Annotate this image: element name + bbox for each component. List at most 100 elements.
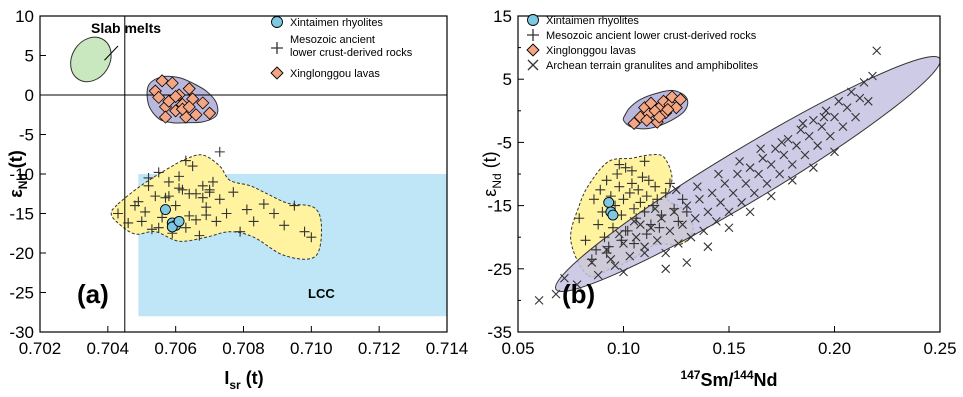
point-b-x-0 (534, 296, 544, 305)
ytick-label-a-2: 0 (25, 86, 34, 105)
chart-b: 0.05 0.10 0.15 0.20 0.25 15 5 -5 -15 -25 -35 (b) X… (480, 7, 957, 390)
point-a-plus-6 (150, 191, 161, 202)
legend-a-mesozoic-line1: Mesozoic ancient (290, 34, 375, 46)
ytick-label-a-7: -25 (9, 284, 34, 303)
point-b-x-24 (699, 226, 709, 236)
point-a-diamond-14 (158, 110, 173, 124)
point-b-plus-33 (660, 187, 671, 198)
point-b-plus-47 (639, 156, 650, 167)
point-b-x-68 (671, 185, 681, 195)
point-a-plus-42 (153, 222, 164, 233)
point-b-x-28 (716, 198, 725, 207)
point-b-x-76 (703, 242, 713, 252)
point-b-plus-48 (601, 248, 612, 258)
point-b-plus-1 (580, 235, 591, 246)
point-a-plus-37 (143, 172, 154, 183)
legend-b-lava-label: Xinglonggou lavas (546, 45, 636, 57)
point-a-plus-7 (153, 167, 164, 178)
point-b-plus-43 (641, 229, 652, 240)
point-a-plus-8 (157, 212, 168, 223)
point-a-diamond-13 (203, 106, 217, 120)
point-b-x-56 (834, 96, 844, 106)
ytick-label-a-6: -20 (9, 244, 34, 263)
point-a-plus-16 (184, 210, 195, 221)
point-b-plus-15 (618, 194, 629, 205)
point-a-plus-23 (207, 176, 218, 187)
point-b-plus-38 (681, 206, 692, 217)
point-a-plus-36 (306, 232, 317, 243)
point-b-x-5 (593, 270, 603, 280)
point-a-diamond-15 (169, 90, 183, 104)
point-b-x-83 (682, 258, 692, 267)
point-b-x-40 (766, 160, 776, 169)
point-b-x-44 (783, 134, 793, 144)
point-b-x-64 (868, 71, 877, 81)
chart-a-points (113, 74, 317, 243)
point-b-plus-23 (635, 197, 646, 208)
point-b-circle-2 (607, 209, 619, 221)
point-a-diamond-18 (182, 100, 196, 114)
xtick-label-b-1: 0.10 (607, 339, 640, 358)
chart-b-panel-label: (b) (562, 279, 595, 309)
xtick-label-a-6: 0.714 (426, 339, 469, 358)
point-b-plus-49 (620, 225, 631, 236)
chart-a-legend: Xintaimen rhyolites Mesozoic ancient low… (270, 16, 413, 80)
xtick-label-b-4: 0.25 (923, 339, 956, 358)
point-b-plus-42 (629, 238, 640, 249)
point-b-x-38 (758, 153, 768, 163)
legend-b-archean-marker (527, 59, 539, 71)
point-b-plus-34 (664, 178, 675, 189)
point-b-plus-4 (593, 219, 604, 230)
xtick-label-b-3: 0.20 (818, 339, 851, 358)
point-a-plus-24 (211, 216, 222, 227)
legend-b-rhyolite-label: Xintaimen rhyolites (546, 15, 639, 27)
point-b-plus-35 (669, 203, 680, 214)
point-a-plus-41 (214, 146, 225, 157)
chart-b-fields (555, 55, 940, 293)
point-a-plus-15 (180, 222, 191, 233)
point-b-plus-27 (643, 175, 654, 186)
point-b-x-59 (846, 87, 856, 97)
slab-melts-annotation: Slab melts (91, 20, 161, 36)
point-a-plus-17 (187, 161, 198, 172)
xtick-label-a-5: 0.712 (358, 339, 401, 358)
point-b-x-70 (714, 169, 723, 179)
point-b-plus-19 (626, 178, 637, 189)
ytick-label-a-4: -10 (9, 165, 34, 184)
point-b-plus-45 (614, 159, 625, 170)
point-b-x-87 (606, 254, 616, 264)
chart-a: 0.702 0.704 0.706 0.708 0.710 0.712 0.714 10 5 0 -… (6, 7, 468, 392)
point-b-plus-13 (614, 181, 625, 192)
point-a-plus-13 (174, 171, 185, 182)
point-b-plus-39 (591, 244, 602, 255)
point-b-circle-0 (603, 196, 615, 208)
point-b-plus-25 (639, 206, 650, 217)
point-b-x-57 (838, 122, 848, 131)
point-b-x-85 (640, 248, 649, 258)
chart-b-tick-labels: 0.05 0.10 0.15 0.20 0.25 15 5 -5 -15 -25 -35 (487, 7, 956, 358)
xtick-label-a-1: 0.704 (87, 339, 130, 358)
ytick-label-b-2: -5 (497, 133, 512, 152)
point-a-plus-35 (299, 226, 310, 237)
point-b-x-48 (800, 150, 810, 160)
point-b-diamond-14 (640, 113, 654, 127)
point-b-x-11 (640, 242, 649, 252)
point-b-x-26 (707, 188, 717, 198)
chart-b-ylabel-text: εNd (t) (480, 151, 504, 196)
legend-b-rhyolite-marker (527, 14, 539, 26)
point-b-plus-46 (626, 165, 637, 176)
point-b-x-60 (851, 112, 860, 122)
point-a-plus-33 (279, 220, 290, 231)
point-a-plus-0 (113, 208, 124, 219)
chart-a-tick-labels: 0.702 0.704 0.706 0.708 0.710 0.712 0.714 10 5 0 -… (9, 7, 468, 358)
xtick-label-b-2: 0.15 (712, 339, 745, 358)
point-b-x-32 (733, 169, 742, 179)
xtick-label-a-4: 0.710 (290, 339, 333, 358)
point-b-diamond-0 (627, 116, 641, 131)
point-b-x-15 (661, 248, 671, 258)
point-b-x-65 (872, 46, 882, 56)
point-b-plus-44 (654, 222, 665, 233)
point-b-x-16 (665, 226, 675, 236)
legend-a-lava-marker (270, 66, 284, 80)
point-b-diamond-16 (661, 102, 675, 117)
